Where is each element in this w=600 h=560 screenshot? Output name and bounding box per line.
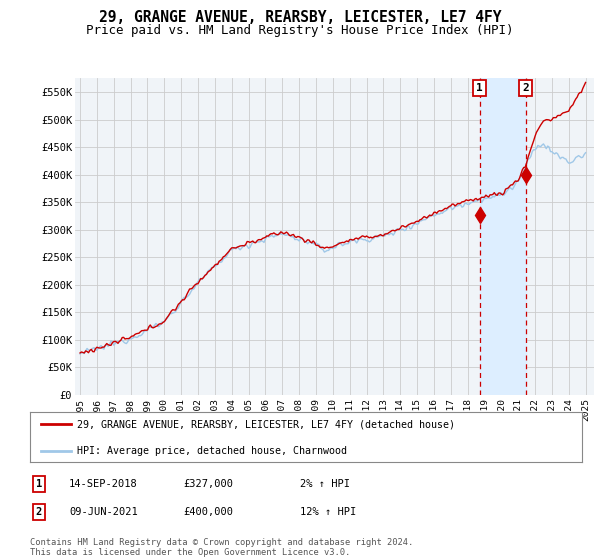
Text: 2: 2: [36, 507, 42, 517]
Text: 2% ↑ HPI: 2% ↑ HPI: [300, 479, 350, 489]
Text: 09-JUN-2021: 09-JUN-2021: [69, 507, 138, 517]
Text: HPI: Average price, detached house, Charnwood: HPI: Average price, detached house, Char…: [77, 446, 347, 456]
Text: 1: 1: [36, 479, 42, 489]
Bar: [479, 78, 526, 395]
Text: 1: 1: [476, 83, 483, 93]
Text: Price paid vs. HM Land Registry's House Price Index (HPI): Price paid vs. HM Land Registry's House …: [86, 24, 514, 37]
Text: 29, GRANGE AVENUE, REARSBY, LEICESTER, LE7 4FY (detached house): 29, GRANGE AVENUE, REARSBY, LEICESTER, L…: [77, 419, 455, 429]
Text: Contains HM Land Registry data © Crown copyright and database right 2024.
This d: Contains HM Land Registry data © Crown c…: [30, 538, 413, 557]
Text: 29, GRANGE AVENUE, REARSBY, LEICESTER, LE7 4FY: 29, GRANGE AVENUE, REARSBY, LEICESTER, L…: [99, 10, 501, 25]
Text: 12% ↑ HPI: 12% ↑ HPI: [300, 507, 356, 517]
Text: 2: 2: [522, 83, 529, 93]
Text: 14-SEP-2018: 14-SEP-2018: [69, 479, 138, 489]
Text: £400,000: £400,000: [183, 507, 233, 517]
Text: £327,000: £327,000: [183, 479, 233, 489]
